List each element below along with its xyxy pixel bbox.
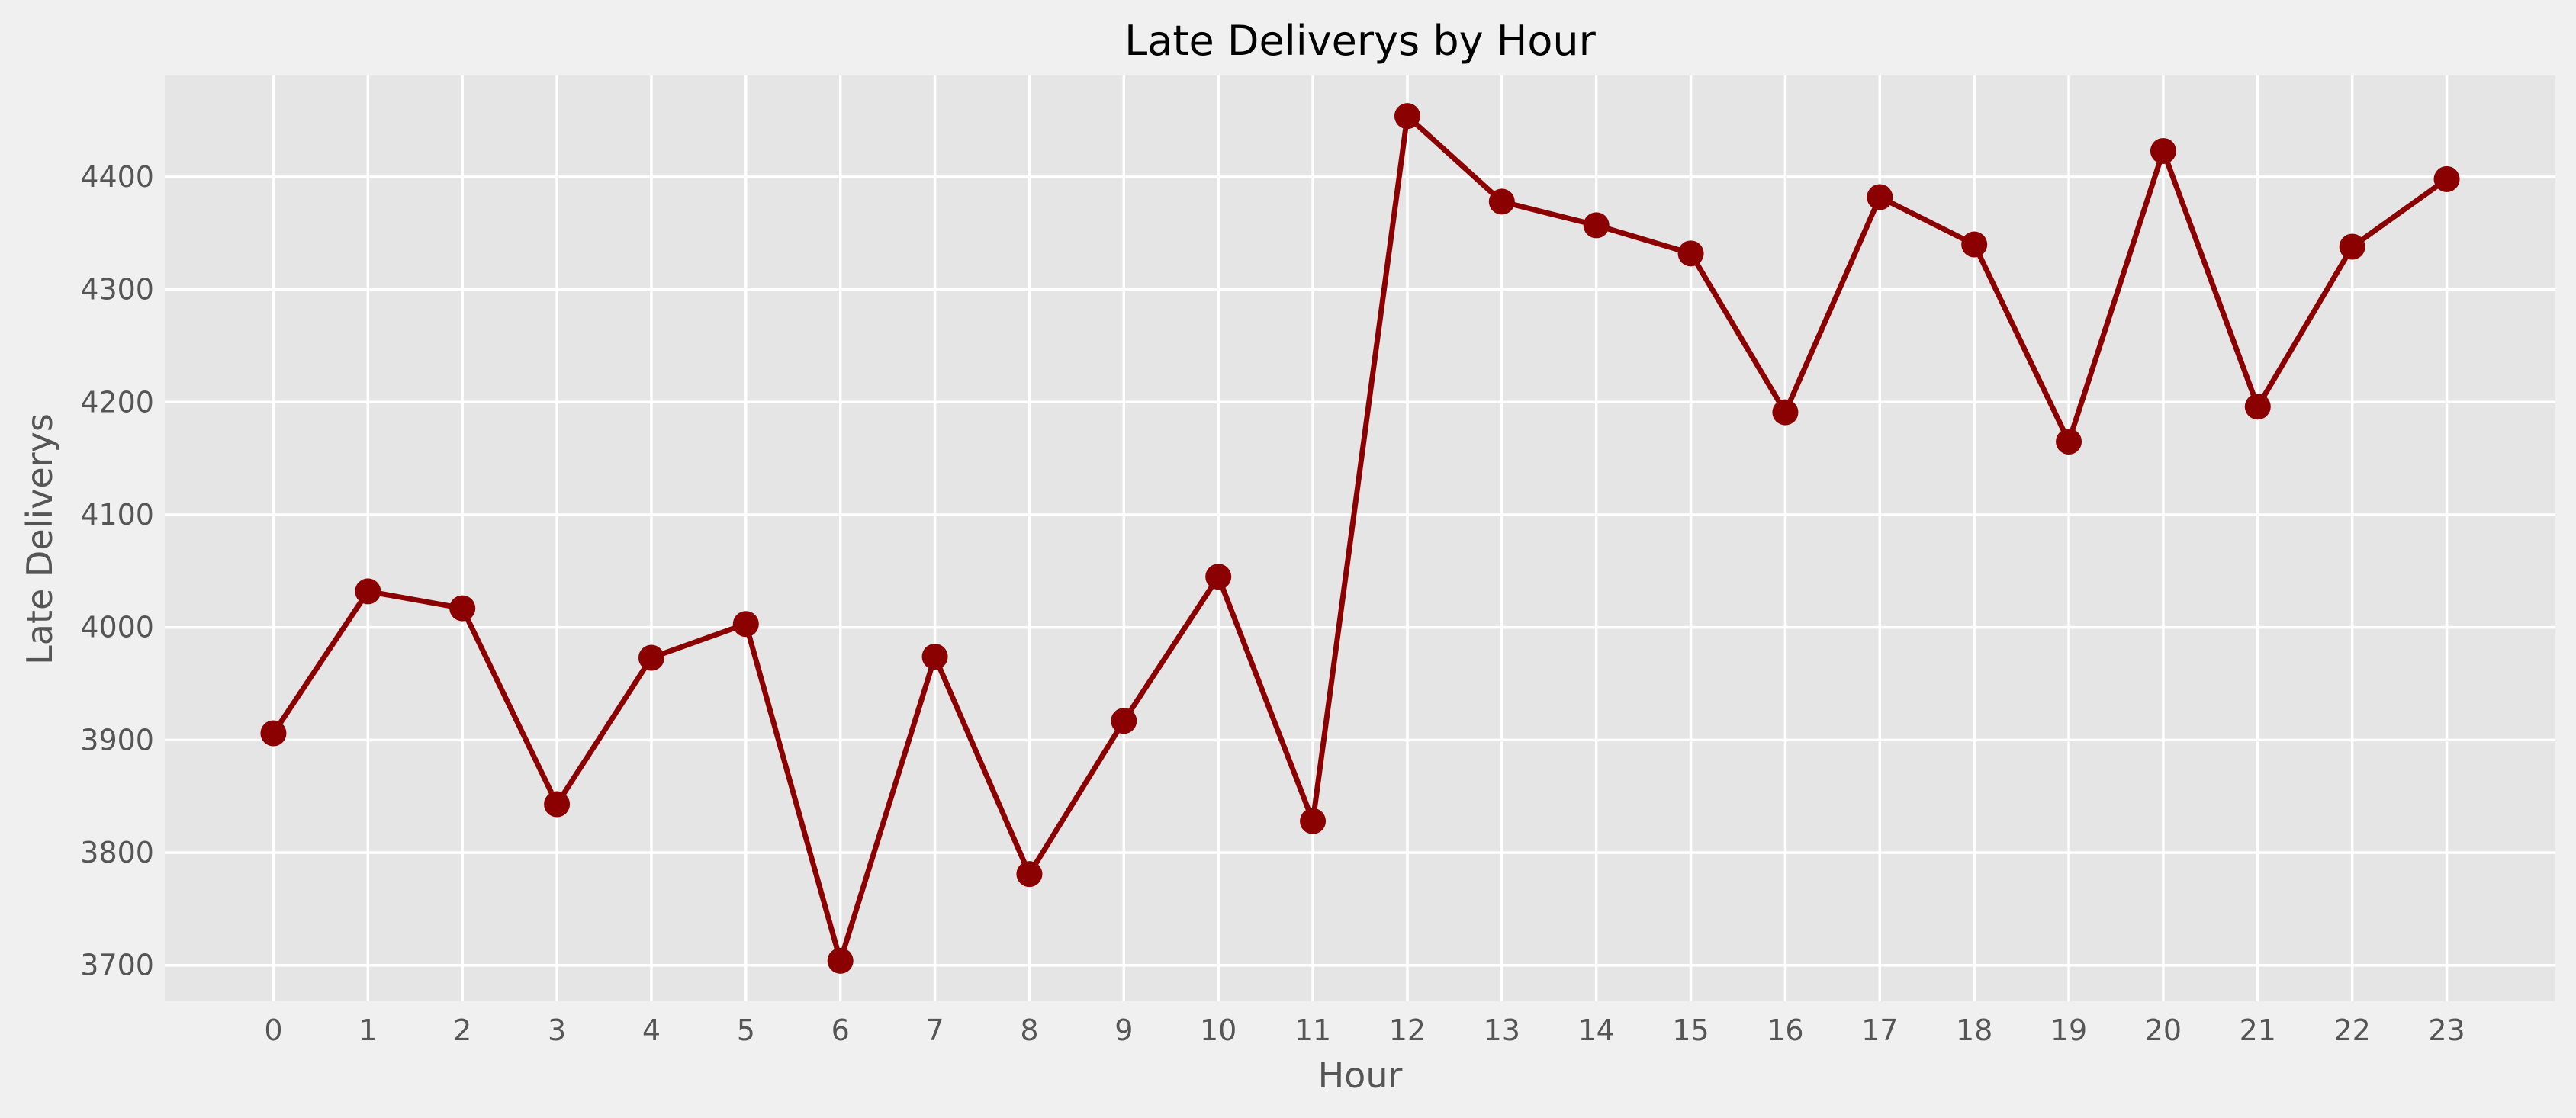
data-point	[2244, 394, 2271, 420]
x-tick-label: 4	[642, 1014, 661, 1047]
series-layer	[260, 103, 2460, 974]
data-point	[1205, 564, 1232, 590]
x-tick-label: 11	[1294, 1014, 1331, 1047]
data-point	[1961, 231, 1988, 258]
x-tick-label: 8	[1020, 1014, 1038, 1047]
data-point	[921, 644, 948, 670]
data-point	[1300, 808, 1327, 834]
data-point	[2433, 165, 2460, 192]
data-point	[827, 947, 854, 974]
x-tick-label: 0	[264, 1014, 282, 1047]
x-tick-label: 22	[2333, 1014, 2370, 1047]
data-point	[1016, 861, 1043, 888]
y-tick-labels: 3700 3800 3900 4000 4100 4200 4300 4400	[80, 160, 154, 982]
x-tick-label: 7	[925, 1014, 944, 1047]
y-tick-label: 4400	[80, 160, 154, 194]
data-point	[355, 578, 381, 605]
x-tick-label: 9	[1114, 1014, 1133, 1047]
x-tick-label: 2	[453, 1014, 471, 1047]
x-tick-label: 20	[2145, 1014, 2182, 1047]
x-axis-label: Hour	[1318, 1055, 1403, 1096]
x-tick-label: 19	[2050, 1014, 2087, 1047]
y-tick-label: 3900	[80, 723, 154, 757]
data-point	[1677, 240, 1704, 267]
x-tick-label: 10	[1200, 1014, 1237, 1047]
data-point	[1111, 708, 1137, 734]
x-tick-label: 17	[1861, 1014, 1898, 1047]
x-tick-label: 13	[1484, 1014, 1520, 1047]
y-tick-label: 3800	[80, 836, 154, 869]
x-tick-labels: 0 1 2 3 4 5 6 7 8 9 10 11 12 13 14 15 16 17 18 19 20 21 22 23	[264, 1014, 2465, 1047]
x-tick-label: 6	[831, 1014, 850, 1047]
x-tick-label: 14	[1578, 1014, 1615, 1047]
data-point	[1488, 188, 1515, 215]
data-point	[638, 644, 664, 671]
data-point	[732, 611, 759, 638]
x-tick-label: 1	[359, 1014, 377, 1047]
x-tick-label: 3	[548, 1014, 566, 1047]
chart-title: Late Deliverys by Hour	[1124, 17, 1596, 65]
data-point	[2150, 137, 2176, 164]
grid-lines	[165, 75, 2555, 1001]
data-point	[1867, 184, 1893, 210]
y-tick-label: 4100	[80, 498, 154, 532]
data-point	[2056, 428, 2082, 455]
series-line	[271, 113, 2449, 964]
data-point	[1394, 103, 1420, 130]
y-tick-label: 4000	[80, 611, 154, 644]
y-tick-label: 3700	[80, 949, 154, 982]
data-point	[260, 720, 287, 747]
x-tick-label: 23	[2428, 1014, 2465, 1047]
y-tick-label: 4300	[80, 273, 154, 307]
data-point	[449, 595, 476, 622]
x-tick-label: 12	[1389, 1014, 1426, 1047]
data-point	[2339, 233, 2365, 260]
data-point	[544, 791, 571, 818]
x-tick-label: 5	[737, 1014, 755, 1047]
data-point	[1583, 212, 1610, 239]
x-tick-label: 15	[1672, 1014, 1709, 1047]
x-tick-label: 18	[1956, 1014, 1992, 1047]
y-tick-label: 4200	[80, 385, 154, 419]
data-point	[1772, 399, 1799, 426]
plot-area	[165, 75, 2555, 1001]
x-tick-label: 16	[1767, 1014, 1803, 1047]
y-axis-label: Late Deliverys	[19, 413, 60, 665]
x-tick-label: 21	[2240, 1014, 2276, 1047]
